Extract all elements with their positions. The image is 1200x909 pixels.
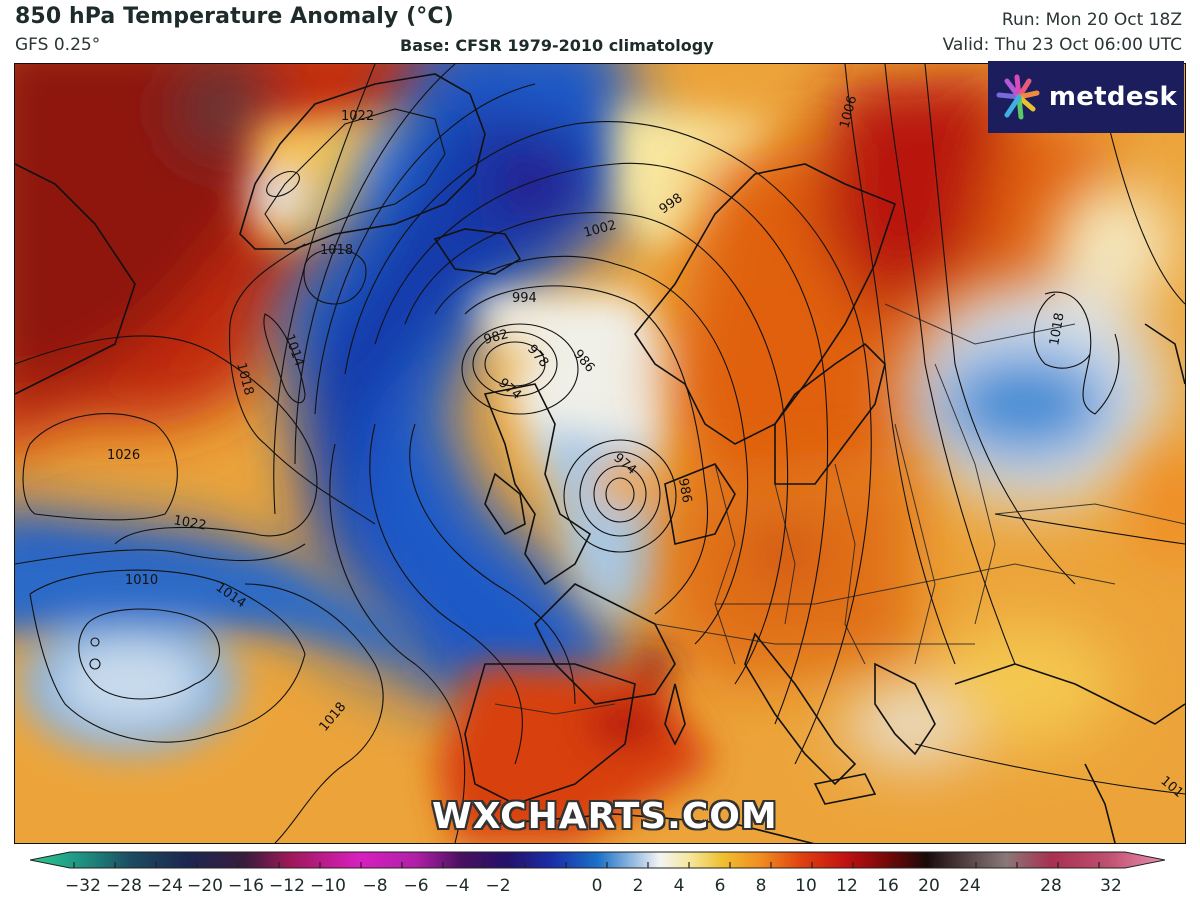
colorbar-tick: −2 (485, 876, 511, 896)
colorbar-tick: 12 (836, 876, 858, 896)
colorbar-tick: 8 (755, 876, 767, 896)
cold-anomaly-russia (905, 184, 1175, 504)
colorbar-tick: 24 (959, 876, 981, 896)
metdesk-starburst-icon (996, 74, 1040, 120)
colorbar-tick: 2 (632, 876, 644, 896)
svg-text:1026: 1026 (107, 448, 140, 463)
colorbar-tick: −10 (310, 876, 346, 896)
colorbar-tick: 0 (591, 876, 603, 896)
colorbar-tick: 6 (714, 876, 726, 896)
svg-text:1018: 1018 (1047, 311, 1068, 346)
cold-anomaly-atlantic (15, 64, 655, 704)
climatology-base-label: Base: CFSR 1979-2010 climatology (400, 36, 714, 55)
colorbar-tick: −6 (403, 876, 429, 896)
colorbar-tick: −4 (444, 876, 470, 896)
wxcharts-watermark: WXCHARTS.COM (432, 796, 778, 837)
map-canvas: 1022 1018 1014 1018 1026 1022 1010 1014 … (15, 64, 1185, 843)
colorbar-tick: −12 (269, 876, 305, 896)
colorbar-tick: −24 (147, 876, 183, 896)
metdesk-logo: metdesk (988, 61, 1184, 133)
metdesk-logo-text: metdesk (1048, 82, 1178, 112)
colorbar-tick: 4 (673, 876, 685, 896)
colorbar-tick: −20 (187, 876, 223, 896)
temperature-anomaly-map: 1022 1018 1014 1018 1026 1022 1010 1014 … (14, 63, 1186, 844)
coastlines (15, 73, 1185, 843)
colorbar-tick: −16 (228, 876, 264, 896)
chart-title: 850 hPa Temperature Anomaly (°C) (15, 4, 454, 29)
svg-text:1018: 1018 (320, 243, 353, 258)
colorbar-tick: 20 (918, 876, 940, 896)
svg-text:1022: 1022 (341, 109, 374, 124)
colorbar-tick: 10 (795, 876, 817, 896)
model-label: GFS 0.25° (15, 35, 101, 55)
colorbar-tick: −28 (106, 876, 142, 896)
colorbar-tick: −32 (65, 876, 101, 896)
svg-text:986: 986 (675, 477, 694, 504)
isobars (15, 64, 1185, 843)
svg-text:1022: 1022 (172, 513, 207, 534)
colorbar-tick: 16 (877, 876, 899, 896)
run-time-label: Run: Mon 20 Oct 18Z (1001, 10, 1182, 30)
valid-time-label: Valid: Thu 23 Oct 06:00 UTC (942, 35, 1182, 55)
colorbar (29, 850, 1166, 870)
svg-text:1010: 1010 (125, 573, 158, 588)
colorbar-tick: 28 (1040, 876, 1062, 896)
colorbar-tick: 32 (1100, 876, 1122, 896)
colorbar-tick: −8 (362, 876, 388, 896)
svg-text:982: 982 (482, 327, 510, 348)
colorbar-tick-labels: −32 −28 −24 −20 −16 −12 −10 −8 −6 −4 −2 … (0, 876, 1200, 898)
svg-text:994: 994 (512, 291, 537, 306)
